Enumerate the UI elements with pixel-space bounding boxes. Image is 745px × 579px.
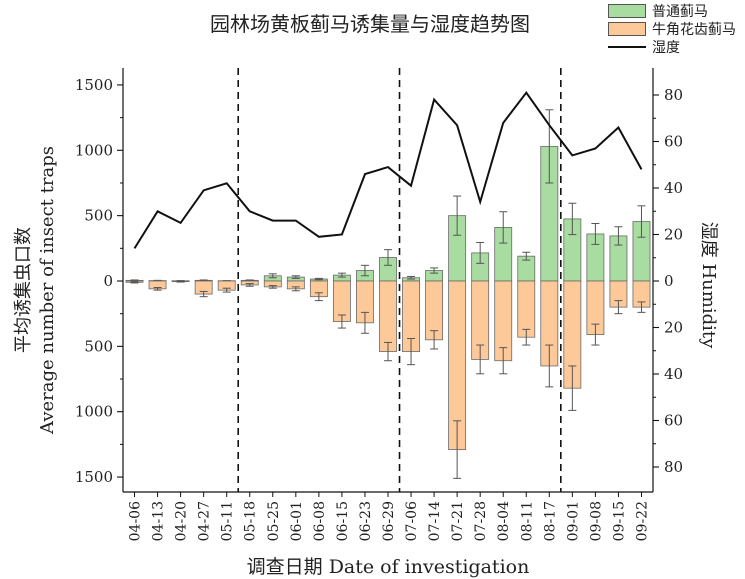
legend-label-humidity: 湿度 bbox=[652, 40, 680, 56]
y-tick-label: 0 bbox=[103, 272, 113, 290]
x-tick-label: 09-15 bbox=[611, 501, 627, 541]
y-axis-label-cn: 平均诱集虫口数 bbox=[13, 227, 34, 353]
x-axis-label: 调查日期 Date of investigation bbox=[246, 556, 530, 578]
x-tick-label: 04-13 bbox=[151, 501, 167, 541]
x-tick-label: 08-04 bbox=[496, 501, 512, 541]
x-tick-label: 05-18 bbox=[243, 501, 259, 541]
x-tick-label: 06-01 bbox=[289, 501, 305, 541]
y2-tick-label: 40 bbox=[664, 179, 683, 197]
x-tick-label: 07-28 bbox=[473, 501, 489, 541]
y2-tick-label: 60 bbox=[664, 133, 683, 151]
y-tick-label: 500 bbox=[84, 337, 113, 355]
y2-tick-label: 60 bbox=[664, 412, 683, 430]
chart-title: 园林场黄板蓟马诱集量与湿度趋势图 bbox=[210, 12, 530, 36]
y2-tick-label: 80 bbox=[664, 458, 683, 476]
x-tick-label: 09-22 bbox=[634, 501, 650, 541]
y2-axis-label: 湿度 Humidity bbox=[698, 221, 719, 349]
legend-line-humidity bbox=[608, 46, 646, 48]
humidity-line bbox=[133, 91, 643, 249]
y2-tick-label: 20 bbox=[664, 319, 683, 337]
legend-label-common-thrips: 普通蓟马 bbox=[652, 4, 708, 20]
bar-odontothrips bbox=[379, 280, 397, 352]
x-tick-label: 06-15 bbox=[335, 501, 351, 541]
x-tick-label: 07-06 bbox=[404, 501, 420, 541]
legend-label-odontothrips: 牛角花齿蓟马 bbox=[652, 22, 736, 38]
legend-swatch-common-thrips bbox=[608, 4, 646, 18]
legend-item-humidity: 湿度 bbox=[608, 38, 736, 56]
y-tick-label: 500 bbox=[84, 207, 113, 225]
x-tick-label: 04-06 bbox=[128, 501, 144, 541]
y-tick-label: 1000 bbox=[75, 403, 113, 421]
x-tick-label: 05-25 bbox=[266, 501, 282, 541]
y2-tick-label: 40 bbox=[664, 365, 683, 383]
y-tick-label: 1000 bbox=[75, 141, 113, 159]
legend: 普通蓟马 牛角花齿蓟马 湿度 bbox=[608, 2, 736, 56]
bars-layer bbox=[125, 109, 651, 479]
y2-tick-label: 0 bbox=[664, 272, 674, 290]
legend-item-odontothrips: 牛角花齿蓟马 bbox=[608, 20, 736, 38]
x-tick-label: 08-11 bbox=[519, 501, 535, 541]
plot-decorations bbox=[237, 68, 562, 492]
x-tick-label: 06-29 bbox=[381, 501, 397, 541]
y-tick-label: 1500 bbox=[75, 468, 113, 486]
x-tick-label: 07-21 bbox=[450, 501, 466, 541]
x-tick-label: 09-08 bbox=[588, 501, 604, 541]
y-axis-label-en: Average number of insect traps bbox=[37, 146, 58, 434]
x-tick-label: 09-01 bbox=[565, 501, 581, 541]
x-tick-label: 06-23 bbox=[358, 501, 374, 541]
x-tick-label: 05-11 bbox=[220, 501, 236, 541]
y-axis-label: 平均诱集虫口数 Average number of insect traps bbox=[12, 146, 60, 434]
x-tick-label: 04-20 bbox=[174, 501, 190, 541]
y2-tick-label: 80 bbox=[664, 86, 683, 104]
x-tick-label: 08-17 bbox=[542, 501, 558, 541]
legend-item-common-thrips: 普通蓟马 bbox=[608, 2, 736, 20]
x-tick-label: 04-27 bbox=[197, 501, 213, 541]
bar-odontothrips bbox=[517, 280, 536, 338]
humidity-line-layer bbox=[133, 91, 643, 249]
y2-tick-label: 20 bbox=[664, 226, 683, 244]
legend-swatch-odontothrips bbox=[608, 22, 646, 36]
y-tick-label: 1500 bbox=[75, 76, 113, 94]
axes-layer: 1500 1000 500 0 500 1000 1500 80 60 40 20 0 20 40 60 80… bbox=[75, 68, 683, 541]
x-tick-label: 06-08 bbox=[312, 501, 328, 541]
x-tick-label: 07-14 bbox=[427, 501, 443, 541]
